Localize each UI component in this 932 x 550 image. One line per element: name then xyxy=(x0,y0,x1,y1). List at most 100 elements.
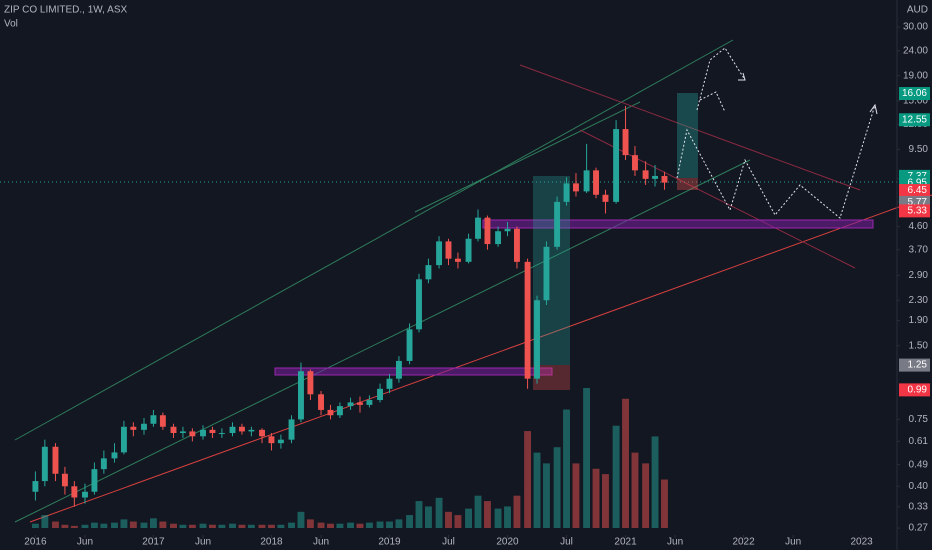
volume-bar xyxy=(277,524,285,528)
volume-bar xyxy=(268,524,275,528)
symbol-title: ZIP CO LIMITED., 1W, ASX xyxy=(4,5,128,16)
volume-bar xyxy=(435,497,443,528)
volume-bar xyxy=(90,522,98,528)
y-tick-label: 0.75 xyxy=(909,414,929,425)
candle-body xyxy=(406,329,413,361)
volume-bar xyxy=(445,511,452,528)
candle-body xyxy=(602,194,609,202)
x-tick-label: Jun xyxy=(785,537,801,548)
volume-bar xyxy=(149,518,157,528)
candle-body xyxy=(613,129,620,202)
volume-bar xyxy=(41,515,49,528)
arrow-head xyxy=(869,103,878,115)
price-tag-label: 5.33 xyxy=(908,205,928,216)
volume-bar xyxy=(484,501,491,528)
candle-body xyxy=(111,452,118,459)
projection xyxy=(676,104,876,219)
candle-body xyxy=(318,394,324,410)
volume-bar xyxy=(642,463,650,528)
candle-body xyxy=(268,436,275,444)
candle-body xyxy=(454,258,461,262)
volume-bar xyxy=(347,522,354,528)
x-tick-label: Jun xyxy=(667,537,683,548)
x-tick-label: 2016 xyxy=(24,537,47,548)
volume-bar xyxy=(120,519,128,528)
volume-bar xyxy=(612,425,620,528)
price-tag xyxy=(899,184,930,198)
candle-body xyxy=(661,175,668,183)
volume-bar xyxy=(424,506,432,528)
candle-body xyxy=(436,241,443,266)
candle-body xyxy=(386,378,393,389)
volume-bar xyxy=(258,524,266,528)
price-tag-label: 5.77 xyxy=(908,197,928,208)
volume-bar xyxy=(70,525,78,528)
candle-body xyxy=(583,170,590,192)
candle-body xyxy=(259,429,265,437)
candle-body xyxy=(277,439,284,444)
candle-body xyxy=(445,241,452,259)
volume-bar xyxy=(622,398,629,528)
zone xyxy=(274,367,553,376)
candle-body xyxy=(642,170,649,179)
candle-body xyxy=(298,371,304,420)
volume-bar xyxy=(52,521,59,528)
trend-line xyxy=(14,39,734,441)
candle-body xyxy=(61,473,68,487)
price-tag-label: 0.99 xyxy=(908,385,928,396)
volume-bar xyxy=(563,409,570,528)
price-tag-label: 6.45 xyxy=(908,185,928,196)
volume-bar xyxy=(376,521,384,528)
candle-body xyxy=(248,429,255,432)
x-tick-label: 2022 xyxy=(732,537,755,548)
candle-body xyxy=(150,415,157,424)
volume-bar xyxy=(247,524,255,528)
volume-bar xyxy=(111,522,118,528)
candle-body xyxy=(425,265,432,280)
volume-bar xyxy=(365,522,373,528)
candle-body xyxy=(573,183,579,192)
candle-body xyxy=(336,406,343,416)
x-tick-label: Jun xyxy=(313,537,329,548)
volume-bar xyxy=(306,519,314,528)
volume-bar xyxy=(631,452,639,528)
candle-body xyxy=(632,155,638,171)
candle-body xyxy=(120,426,127,453)
volume-label: Vol xyxy=(4,19,18,30)
candle-body xyxy=(229,426,236,434)
volume-bar xyxy=(218,524,226,528)
long-position xyxy=(677,93,698,178)
candle-body xyxy=(543,246,550,301)
trend-line xyxy=(29,194,932,523)
y-tick-label: 0.61 xyxy=(909,436,929,447)
projection xyxy=(699,91,726,113)
candle-body xyxy=(32,481,39,492)
volume-bar xyxy=(61,524,69,528)
volume-bar xyxy=(140,522,148,528)
volume-bar xyxy=(592,468,600,528)
price-tag xyxy=(899,204,930,218)
candle-body xyxy=(141,423,147,430)
candle-body xyxy=(52,446,59,474)
price-tag xyxy=(899,113,930,127)
candle-body xyxy=(209,429,216,434)
trend-line xyxy=(414,101,641,213)
candle-body xyxy=(288,419,295,440)
price-tag-label: 12.55 xyxy=(902,114,927,125)
candle-body xyxy=(189,431,196,437)
candle-body xyxy=(159,415,166,427)
volume-bar xyxy=(572,463,580,528)
candle-body xyxy=(475,217,481,239)
volume-bar xyxy=(199,523,207,528)
volume-bar xyxy=(543,463,550,528)
candle-body xyxy=(82,491,88,498)
candle-body xyxy=(179,431,186,434)
candle-body xyxy=(524,261,531,379)
price-tag-label: 1.25 xyxy=(908,360,928,371)
candle-body xyxy=(377,388,383,401)
y-tick-label: 4.60 xyxy=(909,221,929,232)
volume-bar xyxy=(327,523,334,528)
price-tag xyxy=(899,358,930,372)
volume-bar xyxy=(386,521,393,528)
